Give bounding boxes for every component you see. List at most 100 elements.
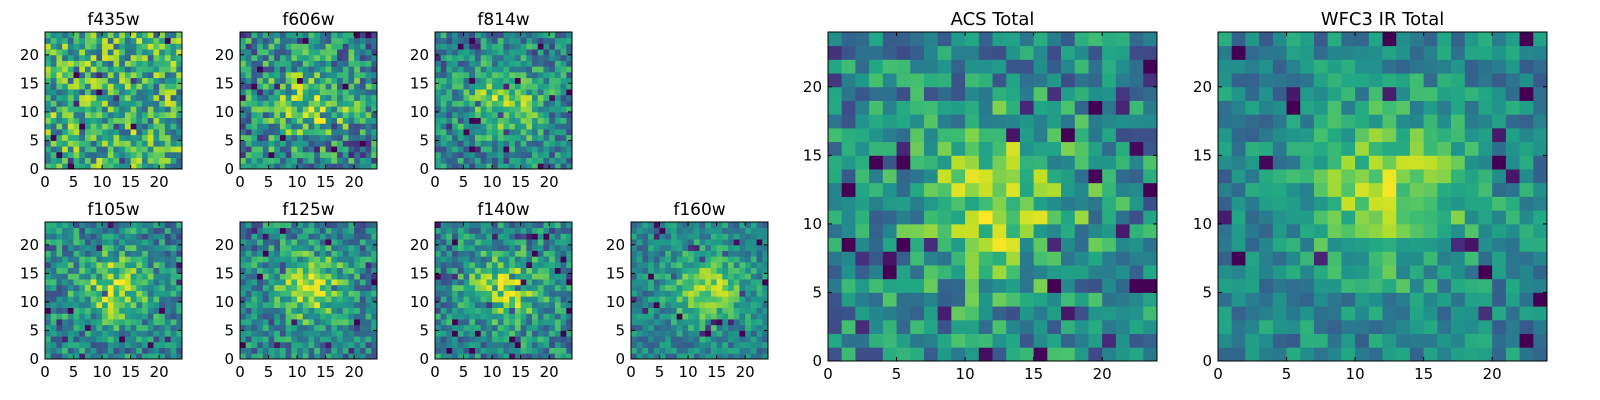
heatmap-cell — [710, 301, 718, 309]
heatmap-cell — [319, 353, 327, 360]
heatmap-cell — [710, 256, 718, 263]
heatmap-cell — [96, 341, 103, 348]
heatmap-cell — [469, 290, 476, 297]
y-tick-label: 15 — [20, 74, 39, 92]
heatmap-cell — [566, 336, 573, 343]
heatmap-cell — [855, 127, 870, 143]
heatmap-cell — [136, 313, 143, 320]
heatmap-cell — [855, 333, 870, 348]
heatmap-cell — [549, 290, 556, 297]
heatmap-cell — [1143, 100, 1158, 115]
heatmap-cell — [84, 296, 92, 303]
heatmap-cell — [710, 296, 718, 303]
heatmap-cell — [526, 111, 533, 119]
heatmap-cell — [474, 347, 482, 354]
heatmap-cell — [923, 59, 939, 74]
heatmap-cell — [45, 239, 52, 246]
heatmap-cell — [73, 244, 80, 251]
heatmap-cell — [142, 250, 149, 257]
heatmap-cell — [102, 222, 109, 229]
heatmap-cell — [159, 233, 166, 240]
heatmap-cell — [514, 94, 522, 101]
heatmap-cell — [1061, 127, 1076, 143]
heatmap-cell — [102, 290, 109, 297]
heatmap-cell — [566, 290, 573, 297]
heatmap-cell — [474, 233, 482, 240]
heatmap-cell — [457, 279, 464, 286]
heatmap-cell — [1033, 114, 1048, 129]
heatmap-cell — [446, 163, 453, 170]
heatmap-cell — [291, 129, 298, 136]
heatmap-cell — [446, 239, 453, 246]
heatmap-cell — [314, 66, 321, 73]
x-tick-label: 15 — [707, 363, 726, 381]
heatmap-cell — [73, 83, 80, 90]
heatmap-cell — [710, 250, 718, 257]
heatmap-cell — [325, 233, 332, 240]
heatmap-cell — [314, 111, 321, 119]
heatmap-cell — [492, 163, 499, 170]
x-tick-label: 5 — [892, 365, 902, 383]
heatmap-cell — [896, 141, 911, 156]
heatmap-cell — [79, 37, 86, 44]
heatmap-cell — [486, 54, 493, 61]
heatmap-cell — [50, 273, 57, 280]
heatmap-cell — [978, 223, 993, 239]
heatmap-cell — [245, 330, 252, 337]
heatmap-cell — [268, 49, 275, 56]
heatmap-cell — [514, 146, 522, 153]
heatmap-cell — [240, 49, 247, 56]
heatmap-cell — [113, 256, 120, 263]
heatmap-cell — [722, 307, 729, 314]
heatmap-cell — [722, 279, 729, 286]
heatmap-cell — [113, 261, 120, 269]
heatmap-cell — [159, 324, 166, 331]
heatmap-cell — [440, 60, 447, 67]
heatmap-cell — [497, 106, 504, 113]
heatmap-cell — [474, 94, 482, 101]
heatmap-cell — [509, 319, 516, 326]
heatmap-cell — [762, 273, 769, 280]
heatmap-cell — [342, 43, 349, 50]
heatmap-cell — [325, 307, 332, 314]
heatmap-cell — [62, 77, 69, 84]
heatmap-cell — [359, 284, 366, 291]
heatmap-cell — [96, 49, 103, 56]
heatmap-cell — [693, 261, 700, 269]
heatmap-cell — [642, 319, 649, 326]
heatmap-cell — [554, 256, 561, 263]
heatmap-cell — [308, 347, 315, 354]
heatmap-cell — [469, 261, 476, 269]
heatmap-cell — [67, 146, 74, 153]
heatmap-cell — [79, 83, 86, 90]
heatmap-cell — [325, 290, 332, 297]
heatmap-cell — [440, 353, 447, 360]
heatmap-cell — [62, 330, 69, 337]
heatmap-cell — [549, 261, 556, 269]
heatmap-cell — [486, 43, 493, 50]
heatmap-cell — [67, 324, 74, 331]
heatmap-cell — [176, 301, 183, 309]
heatmap-cell — [302, 313, 309, 320]
heatmap-cell — [62, 284, 69, 291]
heatmap-cell — [688, 233, 695, 240]
heatmap-cell — [457, 157, 464, 164]
heatmap-cell — [279, 250, 287, 257]
heatmap-cell — [896, 210, 911, 225]
heatmap-cell — [653, 233, 660, 240]
heatmap-cell — [291, 279, 298, 286]
heatmap-cell — [90, 106, 97, 113]
heatmap-cell — [90, 290, 97, 297]
heatmap-cell — [1061, 251, 1076, 266]
heatmap-cell — [245, 83, 252, 90]
heatmap-cell — [762, 267, 769, 274]
heatmap-cell — [262, 89, 269, 96]
heatmap-cell — [240, 60, 247, 67]
heatmap-cell — [142, 89, 149, 96]
heatmap-cell — [285, 341, 292, 348]
heatmap-cell — [1115, 319, 1130, 334]
heatmap-cell — [119, 100, 126, 107]
heatmap-cell — [855, 319, 870, 334]
heatmap-cell — [136, 157, 143, 164]
